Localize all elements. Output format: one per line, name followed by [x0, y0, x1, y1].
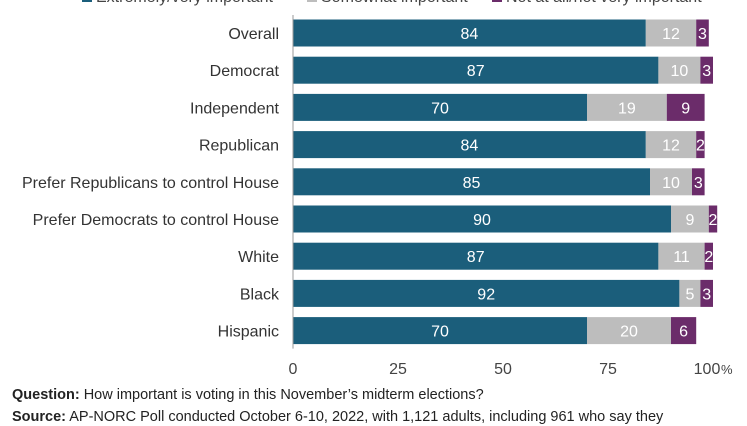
- bar-segment: [704, 242, 713, 270]
- x-tick-label: 75: [599, 361, 617, 378]
- category-label: Prefer Republicans to control House: [22, 175, 279, 192]
- bar-segment: [293, 317, 587, 345]
- bar-segment: [293, 19, 646, 47]
- category-label: Hispanic: [218, 324, 279, 341]
- legend-swatch: [82, 0, 92, 2]
- bar-segment: [671, 205, 709, 233]
- bar-segment: [650, 168, 692, 196]
- x-tick-label: 50: [494, 361, 512, 378]
- data-label: 3: [702, 286, 711, 303]
- bar-segment: [645, 19, 697, 47]
- data-label: 70: [431, 100, 449, 117]
- source-note: Source: AP-NORC Poll conducted October 6…: [12, 408, 663, 426]
- data-label: 10: [671, 63, 689, 80]
- data-label: 5: [685, 286, 694, 303]
- data-label: 2: [696, 138, 705, 155]
- data-label: 9: [681, 100, 690, 117]
- bar-segment: [293, 205, 671, 233]
- data-label: 87: [467, 249, 485, 266]
- bar-segment: [696, 131, 705, 159]
- category-label: Independent: [190, 100, 280, 117]
- data-label: 3: [694, 175, 703, 192]
- category-label: Overall: [228, 26, 279, 43]
- bar-segment: [708, 205, 718, 233]
- x-tick-label: 25: [389, 361, 407, 378]
- data-label: 3: [702, 63, 711, 80]
- data-label: 19: [618, 100, 636, 117]
- data-label: 6: [679, 324, 688, 341]
- legend-label: Somewhat important: [321, 0, 468, 6]
- data-label: 2: [704, 249, 713, 266]
- x-tick-label: 100: [694, 361, 721, 378]
- data-label: 87: [467, 63, 485, 80]
- bar-segment: [293, 242, 659, 270]
- bar-segment: [658, 56, 701, 84]
- legend-swatch: [492, 0, 502, 2]
- question-text: How important is voting in this November…: [79, 387, 484, 403]
- bar-segment: [587, 93, 667, 121]
- legend-swatch: [307, 0, 317, 2]
- x-tick-label: 0: [289, 361, 298, 378]
- data-label: 11: [673, 249, 690, 266]
- bar-segment: [696, 19, 709, 47]
- bar-segment: [679, 279, 701, 307]
- data-label: 12: [662, 138, 680, 155]
- bar-segment: [658, 242, 705, 270]
- data-label: 3: [698, 26, 707, 43]
- bar-segment: [293, 168, 650, 196]
- source-text: AP-NORC Poll conducted October 6-10, 202…: [66, 409, 664, 425]
- bar-segment: [645, 131, 697, 159]
- data-label: 92: [477, 286, 495, 303]
- x-tick-suffix: %: [721, 362, 733, 377]
- bar-segment: [700, 56, 713, 84]
- data-label: 84: [461, 26, 479, 43]
- bar-segment: [671, 317, 697, 345]
- bar-segment: [692, 168, 705, 196]
- bar-segment: [293, 93, 587, 121]
- question-label: Question:: [12, 387, 80, 403]
- legend-label: Extremely/very important: [96, 0, 273, 6]
- category-label: Black: [240, 286, 280, 303]
- category-label: Democrat: [210, 63, 280, 80]
- data-label: 2: [709, 212, 718, 229]
- question-note: Question: How important is voting in thi…: [12, 386, 484, 404]
- legend-label: Not at all/not very important: [506, 0, 702, 6]
- data-label: 90: [473, 212, 491, 229]
- data-label: 9: [685, 212, 694, 229]
- data-label: 10: [662, 175, 680, 192]
- category-label: Republican: [199, 138, 279, 155]
- data-label: 12: [662, 26, 680, 43]
- bar-segment: [293, 56, 659, 84]
- category-label: Prefer Democrats to control House: [33, 212, 279, 229]
- data-label: 85: [463, 175, 481, 192]
- category-label: White: [238, 249, 279, 266]
- data-label: 20: [620, 324, 638, 341]
- bar-segment: [293, 279, 680, 307]
- data-label: 84: [461, 138, 479, 155]
- bar-segment: [587, 317, 671, 345]
- source-label: Source:: [12, 409, 66, 425]
- chart: Extremely/very important Somewhat importa…: [22, 0, 733, 378]
- bar-segment: [700, 279, 713, 307]
- bar-segment: [666, 93, 705, 121]
- data-label: 70: [431, 324, 449, 341]
- bar-segment: [293, 131, 646, 159]
